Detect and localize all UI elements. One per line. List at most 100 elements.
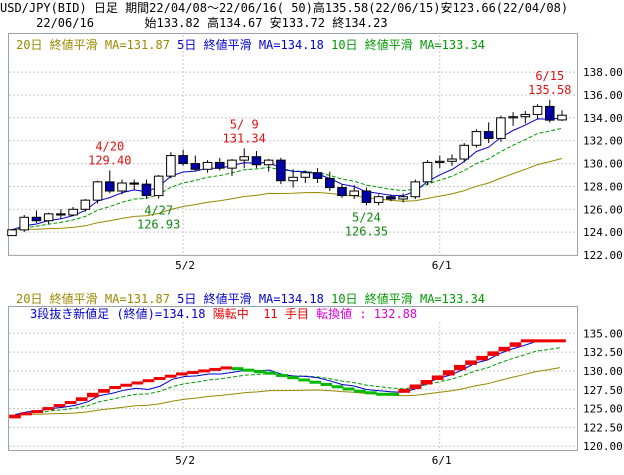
candle bbox=[7, 229, 17, 237]
candle bbox=[373, 196, 384, 203]
break-brick-up bbox=[554, 339, 566, 343]
candle bbox=[349, 190, 360, 197]
legend-bottom: 20日 終値平滑 MA=131.87 5日 終値平滑 MA=134.18 10日… bbox=[16, 290, 485, 307]
break-brick-down bbox=[320, 382, 333, 386]
break-brick-up bbox=[187, 370, 199, 374]
break-brick-up bbox=[498, 346, 511, 352]
legend-top: 20日 終値平滑 MA=131.87 5日 終値平滑 MA=134.18 10日… bbox=[16, 36, 485, 53]
break-brick-up bbox=[420, 379, 433, 385]
annotation-high-date: 4/20 bbox=[95, 139, 124, 153]
annotation-high-value: 135.58 bbox=[528, 83, 571, 97]
break-brick-down bbox=[309, 380, 322, 384]
break-brick-up bbox=[442, 370, 455, 376]
status-trend: 陽転中 bbox=[212, 307, 249, 321]
candle bbox=[80, 199, 91, 210]
break-brick-up bbox=[509, 342, 522, 347]
candle bbox=[337, 187, 347, 197]
three-line-value: 3段抜き新値足 (終値)=134.18 bbox=[30, 307, 206, 321]
break-panel[interactable] bbox=[8, 306, 578, 451]
chart-title: USD/JPY(BID) 日足 期間22/04/08～22/06/16( 50)… bbox=[0, 1, 569, 15]
break-brick-up bbox=[520, 339, 533, 343]
break-brick-up bbox=[64, 401, 77, 405]
candle bbox=[239, 156, 249, 161]
candle bbox=[129, 182, 139, 185]
candle bbox=[422, 161, 433, 183]
candle bbox=[557, 114, 567, 121]
candle bbox=[105, 181, 115, 192]
break-brick-up bbox=[220, 366, 233, 370]
break-brick-down bbox=[342, 387, 355, 391]
y-tick-label: 122.50 bbox=[583, 421, 623, 434]
break-brick-down bbox=[353, 389, 366, 393]
candle bbox=[263, 159, 274, 166]
break-status: 3段抜き新値足 (終値)=134.18 陽転中 11 手目 転換値 : 132.… bbox=[30, 305, 417, 322]
break-brick-down bbox=[231, 367, 244, 371]
candle bbox=[545, 105, 555, 121]
y-tick-label: 132.00 bbox=[583, 135, 623, 148]
ma20-line bbox=[11, 158, 563, 231]
candle bbox=[251, 156, 262, 166]
break-brick-up bbox=[53, 404, 66, 408]
legend-ma20: 20日 終値平滑 MA=131.87 bbox=[16, 38, 170, 52]
break-brick-up bbox=[164, 374, 177, 378]
break-brick-up bbox=[198, 369, 210, 373]
break-brick-up bbox=[153, 376, 166, 380]
candle bbox=[532, 105, 543, 115]
x-tick-label: 5/2 bbox=[175, 454, 195, 467]
y-tick-label: 132.50 bbox=[583, 346, 623, 359]
break-brick-down bbox=[242, 368, 255, 372]
break-brick-down bbox=[331, 385, 344, 389]
y-tick-label: 126.00 bbox=[583, 203, 623, 216]
break-brick-up bbox=[531, 339, 544, 343]
break-brick-up bbox=[42, 407, 55, 411]
candle bbox=[92, 181, 103, 201]
annotation-high-value: 129.40 bbox=[88, 153, 131, 167]
ma10-line bbox=[11, 127, 563, 231]
y-tick-label: 120.00 bbox=[583, 440, 623, 453]
candle bbox=[398, 196, 408, 200]
candle bbox=[483, 131, 494, 139]
break-brick-down bbox=[376, 392, 388, 396]
ma5-line bbox=[11, 117, 563, 231]
y-tick-label: 136.00 bbox=[583, 89, 623, 102]
candle bbox=[19, 216, 29, 231]
break-brick-up bbox=[465, 360, 477, 365]
y-tick-label: 127.50 bbox=[583, 384, 623, 397]
candle bbox=[386, 196, 396, 200]
legend-ma20-b: 20日 終値平滑 MA=131.87 bbox=[16, 292, 170, 306]
break-brick-up bbox=[31, 410, 44, 414]
annotation-high-date: 5/ 9 bbox=[230, 117, 259, 131]
candle bbox=[435, 160, 445, 163]
candle bbox=[471, 131, 482, 146]
break-brick-up bbox=[487, 351, 500, 356]
y-tick-label: 138.00 bbox=[583, 66, 623, 79]
break-brick-up bbox=[431, 375, 444, 380]
candle bbox=[288, 176, 298, 182]
candle bbox=[496, 117, 506, 139]
break-brick-up bbox=[175, 372, 188, 376]
candle bbox=[276, 159, 286, 182]
break-brick-up bbox=[209, 367, 222, 371]
x-tick-label: 6/1 bbox=[432, 454, 452, 467]
break-brick-up bbox=[398, 389, 411, 393]
break-brick-down bbox=[287, 376, 299, 380]
candle bbox=[166, 155, 176, 177]
ma20-line-b bbox=[14, 367, 561, 416]
break-brick-up bbox=[20, 412, 32, 416]
break-brick-up bbox=[120, 383, 133, 387]
candle bbox=[227, 159, 237, 169]
break-brick-up bbox=[543, 339, 555, 343]
candle bbox=[68, 208, 78, 216]
break-brick-up bbox=[142, 379, 155, 383]
candle bbox=[202, 161, 213, 170]
break-brick-up bbox=[109, 386, 121, 390]
candle bbox=[508, 116, 518, 119]
candle bbox=[117, 182, 127, 192]
break-brick-up bbox=[409, 384, 422, 390]
status-count: 11 手目 bbox=[263, 307, 309, 321]
annotation-low-value: 126.93 bbox=[137, 218, 180, 232]
last-bar-summary: 22/06/16 始133.82 高134.67 安133.72 終134.23 bbox=[0, 16, 388, 30]
y-tick-label: 130.00 bbox=[583, 365, 623, 378]
y-tick-label: 125.00 bbox=[583, 403, 623, 416]
